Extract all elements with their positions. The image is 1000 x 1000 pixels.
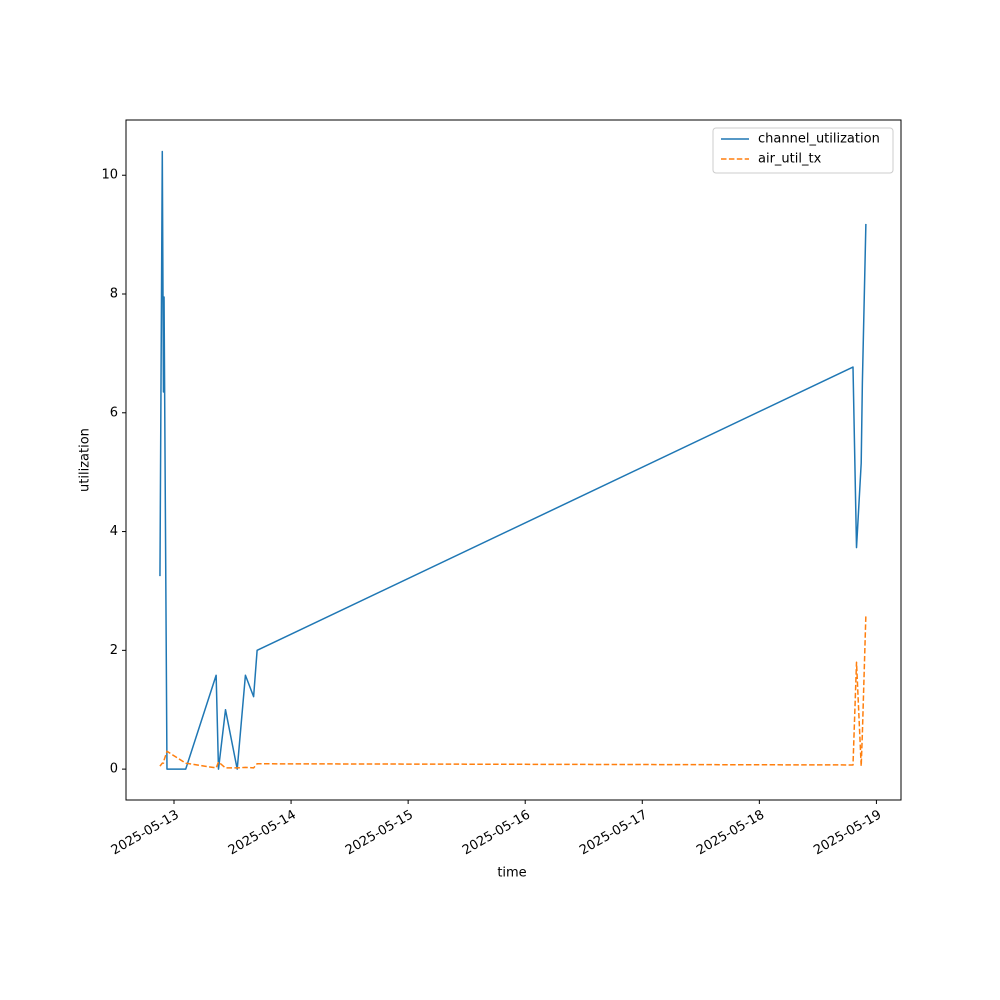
x-axis-label: time: [497, 866, 526, 881]
y-tick-label: 0: [110, 762, 118, 777]
plot-frame: [125, 119, 902, 801]
x-tick-label: 2025-05-16: [460, 808, 533, 859]
legend-box: [712, 127, 894, 174]
legend-label: channel_utilization: [758, 132, 880, 147]
y-tick-label: 2: [110, 643, 118, 658]
x-tick-label: 2025-05-19: [811, 808, 884, 859]
x-tick-label: 2025-05-13: [109, 808, 182, 859]
y-tick-label: 4: [110, 524, 118, 539]
y-tick-label: 6: [110, 405, 118, 420]
x-tick-label: 2025-05-15: [343, 808, 416, 859]
line: [159, 150, 867, 770]
y-tick-label: 8: [110, 287, 118, 302]
x-tick-label: 2025-05-17: [577, 808, 650, 859]
legend-label: air_util_tx: [758, 152, 822, 167]
x-tick-label: 2025-05-14: [226, 808, 299, 859]
y-tick-label: 10: [101, 168, 118, 183]
line: [159, 614, 867, 769]
x-tick-label: 2025-05-18: [694, 808, 767, 859]
y-axis-label: utilization: [78, 428, 93, 492]
